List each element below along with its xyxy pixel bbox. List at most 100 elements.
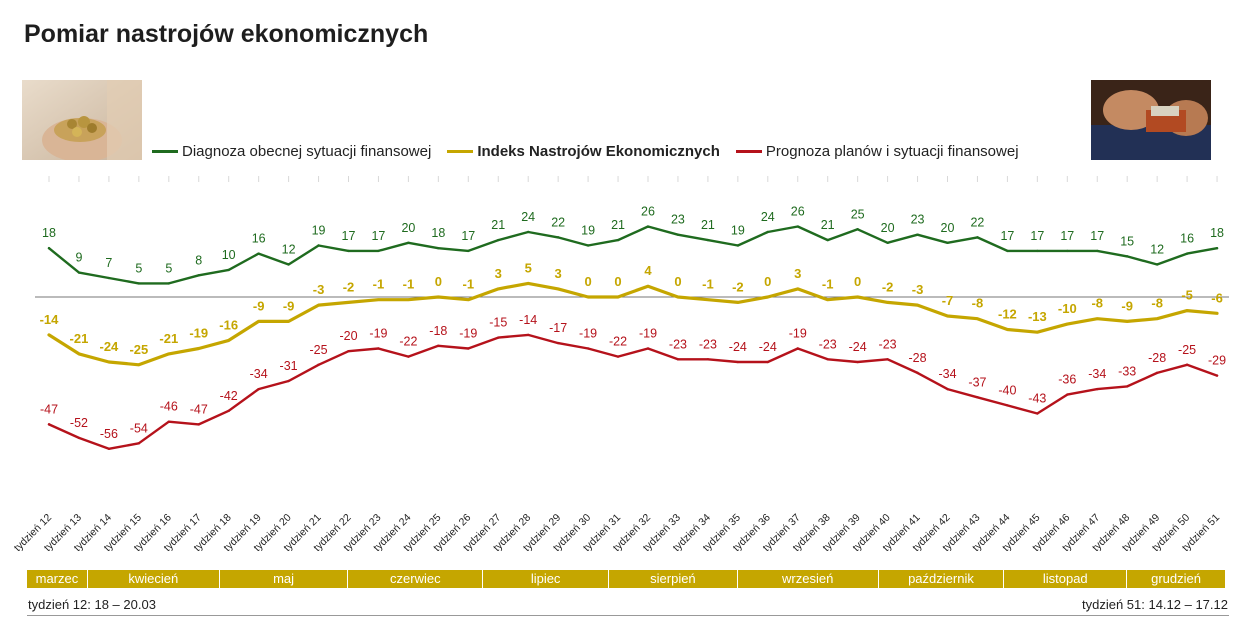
data-label: 0 — [584, 274, 591, 289]
data-point — [976, 236, 979, 239]
data-point — [1215, 312, 1219, 315]
data-point — [796, 287, 799, 291]
data-point — [1066, 322, 1069, 326]
data-point — [347, 350, 350, 353]
data-point — [1215, 247, 1219, 250]
data-point — [47, 333, 51, 337]
data-label: -28 — [1148, 351, 1166, 365]
data-point — [1215, 374, 1219, 377]
data-point — [1096, 317, 1099, 320]
data-point — [107, 276, 111, 280]
data-point — [1155, 371, 1159, 375]
data-point — [317, 303, 320, 307]
legend-label: Prognoza planów i sytuacji finansowej — [765, 143, 1019, 160]
data-point — [616, 238, 620, 242]
data-label: -29 — [1208, 354, 1226, 368]
data-label: -7 — [942, 293, 954, 308]
data-point — [646, 284, 650, 288]
data-point — [107, 360, 111, 364]
data-label: -34 — [250, 367, 268, 381]
data-label: -23 — [819, 337, 837, 351]
data-label: -42 — [220, 389, 238, 403]
first-week-note: tydzień 12: 18 – 20.03 — [28, 597, 156, 612]
data-label: 26 — [641, 205, 655, 219]
data-point — [556, 287, 560, 291]
data-label: -21 — [70, 331, 89, 346]
data-label: -2 — [732, 279, 744, 294]
data-label: 19 — [731, 224, 745, 238]
data-point — [1006, 328, 1009, 331]
data-label: 21 — [821, 218, 835, 232]
data-label: 22 — [970, 215, 984, 229]
data-label: 0 — [614, 274, 621, 289]
data-point — [1185, 363, 1189, 366]
data-point — [856, 360, 859, 364]
data-label: -13 — [1028, 309, 1047, 324]
data-label: -31 — [280, 359, 298, 373]
data-label: 25 — [851, 207, 865, 221]
series-line-1 — [47, 281, 1219, 367]
data-label: -19 — [189, 325, 208, 340]
series-line-0 — [47, 225, 1219, 285]
data-label: -9 — [283, 298, 295, 313]
data-label: -2 — [882, 279, 894, 294]
data-point — [1036, 249, 1039, 253]
month-label: sierpień — [608, 570, 737, 588]
data-label: -22 — [399, 335, 417, 349]
data-label: 17 — [1060, 229, 1074, 243]
data-point — [227, 268, 230, 272]
data-label: 21 — [611, 218, 625, 232]
data-label: 0 — [764, 274, 771, 289]
last-week-note: tydzień 51: 14.12 – 17.12 — [1081, 597, 1228, 612]
data-point — [1126, 385, 1129, 388]
data-point — [497, 238, 500, 242]
month-label: wrzesień — [736, 570, 878, 588]
data-label: 3 — [495, 266, 502, 281]
data-point — [407, 355, 410, 358]
data-label: 19 — [581, 224, 595, 238]
data-label: -12 — [998, 307, 1017, 322]
legend-label: Diagnoza obecnej sytuacji finansowej — [182, 143, 432, 160]
data-point — [556, 236, 560, 239]
data-label: 24 — [521, 210, 535, 224]
data-point — [766, 230, 769, 234]
data-point — [946, 314, 949, 318]
data-label: -24 — [729, 340, 747, 354]
legend-swatch-green — [152, 150, 178, 153]
data-point — [197, 423, 200, 426]
data-point — [1155, 263, 1159, 266]
data-point — [916, 303, 919, 307]
data-point — [467, 347, 470, 350]
data-label: -19 — [579, 326, 597, 340]
data-point — [77, 352, 81, 356]
data-label: 26 — [791, 205, 805, 219]
data-point — [47, 423, 51, 426]
data-point — [167, 420, 170, 423]
data-label: 21 — [491, 218, 505, 232]
data-label: -47 — [40, 402, 58, 416]
data-point — [1006, 249, 1009, 253]
data-label: 21 — [701, 218, 715, 232]
data-label: -23 — [699, 337, 717, 351]
data-label: -10 — [1058, 301, 1077, 316]
data-label: -37 — [968, 375, 986, 389]
data-label: 3 — [794, 266, 801, 281]
data-label: 17 — [1090, 229, 1104, 243]
data-point — [586, 347, 590, 350]
data-point — [586, 244, 590, 247]
data-point — [946, 387, 949, 391]
data-label: 18 — [431, 226, 445, 240]
data-label: -34 — [1088, 367, 1106, 381]
data-label: -34 — [938, 367, 956, 381]
data-point — [227, 409, 230, 413]
data-point — [257, 252, 260, 255]
data-label: 19 — [312, 224, 326, 238]
data-point — [976, 396, 979, 399]
data-label: -9 — [1121, 298, 1133, 313]
chart-legend: Diagnoza obecnej sytuacji finansowej Ind… — [152, 143, 1019, 160]
data-point — [497, 287, 500, 291]
data-point — [257, 320, 260, 323]
data-label: 0 — [674, 274, 681, 289]
data-point — [317, 363, 320, 366]
